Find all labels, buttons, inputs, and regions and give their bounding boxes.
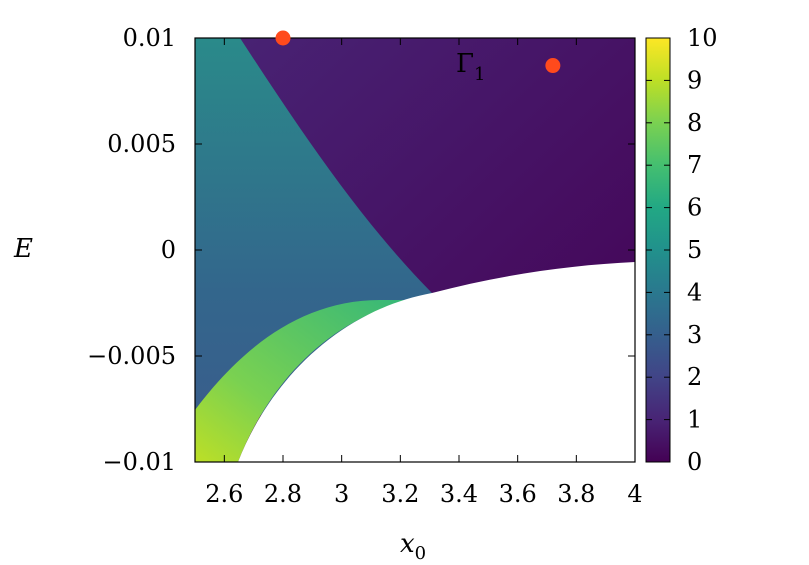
x-tick-label: 3.8	[557, 480, 595, 508]
region-bottom-right	[238, 262, 635, 462]
y-tick-label: 0	[161, 236, 176, 264]
colorbar-tick-label: 8	[687, 109, 702, 137]
colorbar-tick-label: 4	[687, 278, 702, 306]
y-tick-label: −0.01	[102, 448, 176, 476]
annotation-gamma: Γ1	[456, 49, 486, 85]
marker-point	[545, 58, 561, 74]
plot-area	[195, 38, 635, 462]
marker-point	[275, 30, 291, 46]
y-axis-label: E	[13, 234, 33, 264]
colorbar-tick-label: 9	[687, 66, 702, 94]
x-tick-label: 3.4	[440, 480, 478, 508]
colorbar-tick-label: 10	[687, 24, 718, 52]
x-tick-label: 2.6	[205, 480, 243, 508]
colorbar-tick-label: 7	[687, 151, 702, 179]
x-ticks: 2.6 2.8 3 3.2 3.4 3.6 3.8 4	[205, 38, 643, 508]
colorbar-tick-label: 2	[687, 363, 702, 391]
colorbar-tick-label: 5	[687, 236, 702, 264]
x-tick-label: 3.2	[381, 480, 419, 508]
region-lower-left-band	[195, 300, 410, 462]
x-axis-label: x0	[400, 529, 426, 564]
colorbar-tick-label: 3	[687, 321, 702, 349]
colorbar-ticks: 0 1 2 3 4 5 6 7 8 9 10	[646, 24, 718, 476]
colorbar-tick-label: 0	[687, 448, 702, 476]
markers	[275, 30, 561, 74]
x-tick-label: 2.8	[264, 480, 302, 508]
y-tick-label: 0.01	[123, 24, 176, 52]
colorbar-tick-label: 6	[687, 194, 702, 222]
y-tick-label: −0.005	[87, 342, 176, 370]
x-tick-label: 3.6	[499, 480, 537, 508]
y-tick-label: 0.005	[107, 130, 176, 158]
x-tick-label: 4	[627, 480, 642, 508]
colorbar-tick-label: 1	[687, 406, 702, 434]
x-tick-label: 3	[334, 480, 349, 508]
y-ticks: −0.01 −0.005 0 0.005 0.01	[87, 24, 635, 476]
